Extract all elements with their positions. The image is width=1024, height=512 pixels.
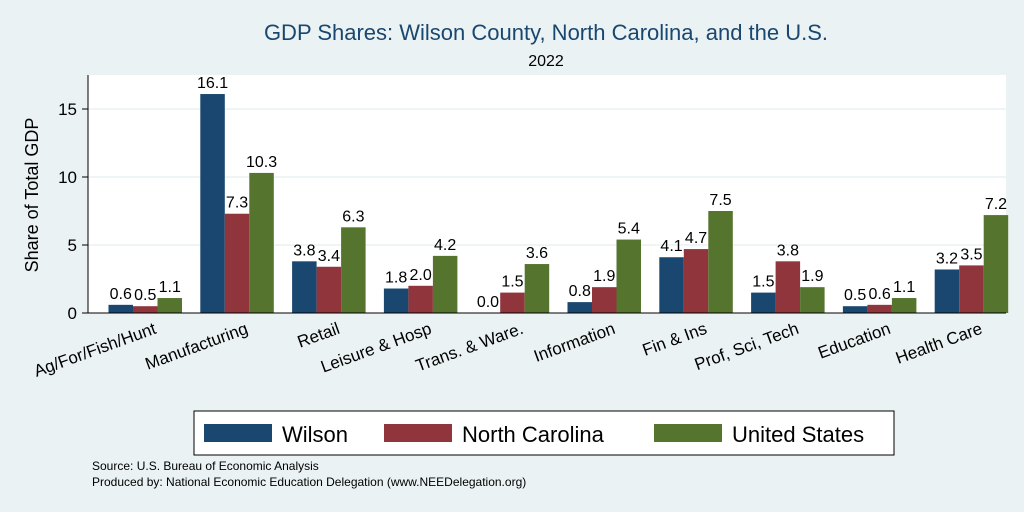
value-label: 1.1 — [159, 279, 181, 296]
value-label: 0.0 — [477, 294, 499, 311]
legend-label: Wilson — [282, 422, 348, 447]
value-label: 1.8 — [385, 270, 407, 287]
bar-united-states — [800, 287, 825, 313]
value-label: 7.5 — [709, 192, 731, 209]
value-label: 0.6 — [110, 286, 132, 303]
value-label: 3.8 — [293, 242, 315, 259]
y-tick-label: 10 — [58, 168, 77, 187]
bar-wilson — [842, 306, 868, 313]
legend-swatch — [654, 424, 722, 442]
legend-label: United States — [732, 422, 864, 447]
bar-wilson — [200, 94, 225, 313]
value-label: 0.8 — [569, 283, 591, 300]
bar-united-states — [157, 298, 182, 313]
chart-subtitle: 2022 — [528, 53, 564, 70]
value-label: 1.5 — [752, 274, 774, 291]
value-label: 4.1 — [660, 238, 682, 255]
value-label: 3.5 — [960, 246, 982, 263]
legend-label: North Carolina — [462, 422, 605, 447]
bar-wilson — [567, 302, 592, 313]
value-label: 4.7 — [685, 230, 707, 247]
value-label: 7.3 — [226, 195, 248, 212]
bar-wilson — [934, 269, 960, 313]
bar-north-carolina — [959, 265, 984, 313]
bar-wilson — [292, 261, 317, 313]
value-label: 6.3 — [342, 208, 364, 225]
bar-united-states — [616, 239, 641, 313]
bar-north-carolina — [408, 285, 433, 313]
legend-box — [193, 410, 895, 456]
legend-swatch — [204, 424, 272, 442]
value-label: 16.1 — [197, 75, 228, 92]
chart-title: GDP Shares: Wilson County, North Carolin… — [264, 20, 828, 45]
y-tick-label: 0 — [68, 304, 77, 323]
bar-united-states — [432, 255, 458, 313]
bar-united-states — [249, 172, 274, 313]
bar-north-carolina — [316, 266, 342, 313]
bar-north-carolina — [133, 306, 158, 313]
value-label: 1.9 — [593, 268, 615, 285]
value-label: 0.5 — [134, 287, 156, 304]
bar-wilson — [751, 292, 776, 313]
bar-wilson — [383, 288, 409, 313]
y-tick-label: 15 — [58, 100, 77, 119]
value-label: 1.9 — [801, 268, 823, 285]
value-label: 7.2 — [985, 196, 1007, 213]
value-label: 0.6 — [869, 286, 891, 303]
bar-united-states — [983, 215, 1009, 313]
source-note: Source: U.S. Bureau of Economic Analysis — [92, 459, 319, 473]
bar-north-carolina — [775, 261, 801, 313]
bar-wilson — [108, 304, 133, 313]
produced-note: Produced by: National Economic Education… — [92, 475, 526, 489]
value-label: 2.0 — [410, 267, 432, 284]
bar-wilson — [659, 257, 684, 313]
y-tick-label: 5 — [68, 236, 77, 255]
bar-united-states — [524, 264, 550, 313]
bar-north-carolina — [224, 213, 250, 313]
legend-swatch — [384, 424, 452, 442]
bar-united-states — [708, 211, 733, 313]
value-label: 0.5 — [844, 287, 866, 304]
bar-north-carolina — [683, 249, 709, 313]
value-label: 3.6 — [526, 245, 548, 262]
value-label: 1.1 — [893, 279, 915, 296]
bar-north-carolina — [500, 292, 525, 313]
bar-north-carolina — [592, 287, 617, 313]
legend: Wilson North Carolina United States — [193, 410, 895, 456]
value-label: 10.3 — [246, 154, 277, 171]
value-label: 3.8 — [777, 242, 799, 259]
value-label: 1.5 — [501, 274, 523, 291]
value-label: 4.2 — [434, 237, 456, 254]
value-label: 3.4 — [318, 248, 340, 265]
bar-united-states — [891, 298, 917, 313]
bar-united-states — [341, 227, 366, 313]
y-axis-label: Share of Total GDP — [22, 118, 42, 273]
value-label: 5.4 — [618, 221, 640, 238]
value-label: 3.2 — [936, 250, 958, 267]
bar-north-carolina — [867, 304, 892, 313]
